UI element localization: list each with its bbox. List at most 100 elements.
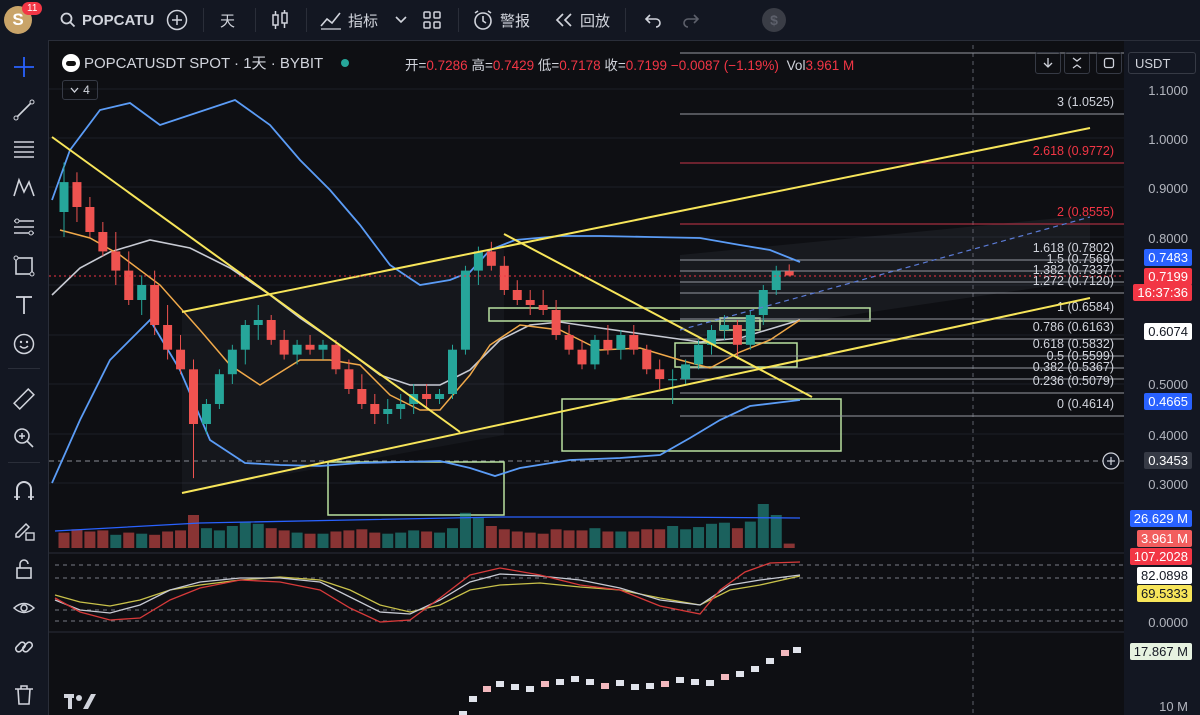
fib-label: 0.382 (0.5367) [1033,360,1114,374]
fib-label: 2 (0.8555) [1057,205,1114,219]
horizontal-lines-tool[interactable] [6,134,42,164]
open-value: 0.7286 [426,58,468,73]
price-chart[interactable]: 3 (1.0525) 2.618 (0.9772) 2 (0.8555) 1.618 … [49,41,1200,715]
indicators-dropdown[interactable] [395,0,407,40]
volume-bar [524,532,536,548]
zone-box [561,398,842,452]
fib-tool[interactable] [6,212,42,242]
symbol-title[interactable]: POPCATUSDT SPOT · 1天 · BYBIT [84,55,324,72]
search-icon [60,12,76,28]
symbol-search[interactable]: POPCATU [60,0,154,40]
pattern-tool[interactable] [6,173,42,203]
price-axis-background [1124,41,1200,715]
indicators-icon [320,12,341,30]
candle-body [227,349,237,375]
ruler-tool[interactable] [6,384,42,414]
obv-candle [571,676,579,682]
divider [625,8,626,32]
chart-type-button[interactable] [269,0,291,40]
price-tick: 1.1000 [1148,83,1188,98]
currency-selector[interactable]: USDT [1128,52,1196,74]
replay-button[interactable]: 回放 [554,0,610,40]
candle-body [305,344,315,350]
undo-button[interactable] [642,0,662,40]
close-value: 0.7199 [625,58,668,73]
indicators-count: 4 [83,83,90,97]
candles-icon [272,10,288,29]
candle-body [460,270,470,350]
volume-bar [369,532,381,548]
candle-body [719,325,729,330]
live-dot-icon [341,58,350,67]
rectangle-icon [13,255,35,277]
divider [8,368,40,369]
visibility-tool[interactable] [6,593,42,623]
ohlc-values: 开=0.7286 高=0.7429 低=0.7178 收=0.7199 −0.0… [405,54,854,74]
volume-bar [485,526,497,548]
avatar-letter: S [12,10,24,29]
obv-candle [459,711,467,715]
indicators-button[interactable]: 指标 [320,0,378,40]
pencil-lock-icon [15,522,35,541]
zoom-tool[interactable] [6,423,42,453]
scroll-down-button[interactable] [1035,52,1061,74]
collapse-button[interactable] [1064,52,1090,74]
interval-button[interactable]: 天 [220,0,235,40]
shapes-tool[interactable] [6,251,42,281]
trend-line-icon [13,99,35,121]
obv-candle [661,681,669,687]
indicators-label: 指标 [348,12,379,30]
divider [255,8,256,32]
redo-button[interactable] [682,0,702,40]
emoji-tool[interactable] [6,329,42,359]
crosshair-tool[interactable] [6,52,42,82]
compare-button[interactable] [166,0,188,40]
volume-bar [265,528,277,548]
text-tool[interactable] [6,290,42,320]
layout-button[interactable] [422,0,442,40]
candle-body [732,325,742,345]
candle-body [59,182,69,212]
volume-bar [447,528,458,548]
obv-candle [751,666,759,672]
lock-tool[interactable] [6,554,42,584]
bb-lower-label: 0.4665 [1144,393,1192,410]
fib-label: 1 (0.6584) [1057,300,1114,314]
dollar-icon: $ [762,8,786,32]
link-tool[interactable] [6,632,42,662]
volume-bar [382,533,394,548]
trend-line [51,136,461,433]
volume-bar [84,531,96,548]
pattern-icon [13,177,35,197]
chevron-down-icon [70,87,79,93]
osc-yellow-line [54,575,801,613]
candle-body [111,251,121,271]
bb-mid-label: 0.6074 [1144,323,1192,340]
price-tick: 0.9000 [1148,181,1188,196]
candle-body [266,320,276,340]
delete-tool[interactable] [6,680,42,710]
trend-line-tool[interactable] [6,95,42,125]
drawing-mode-tool[interactable] [6,515,42,545]
obv-candle [601,683,609,689]
indicators-toggle[interactable]: 4 [62,80,98,100]
volume-value: 3.961 M [805,58,855,73]
drawing-toolbar [0,40,49,715]
publish-button[interactable]: $ [762,0,786,40]
candle-body [681,364,691,380]
candle-body [590,339,600,365]
candle-body [201,404,211,424]
osc-zero-label: 0.0000 [1148,615,1188,630]
candle-body [176,349,186,370]
maximize-button[interactable] [1096,52,1122,74]
candle-body [577,349,587,365]
volume-ma-label: 26.629 M [1129,510,1192,527]
magnet-tool[interactable] [6,476,42,506]
tv-logo-icon [64,694,96,709]
candle-body [72,182,82,207]
volume-bar [680,529,692,548]
alerts-button[interactable]: 警报 [472,0,530,40]
volume-bar [472,517,484,548]
osc-white-line [54,573,801,615]
price-tick: 0.8000 [1148,231,1188,246]
